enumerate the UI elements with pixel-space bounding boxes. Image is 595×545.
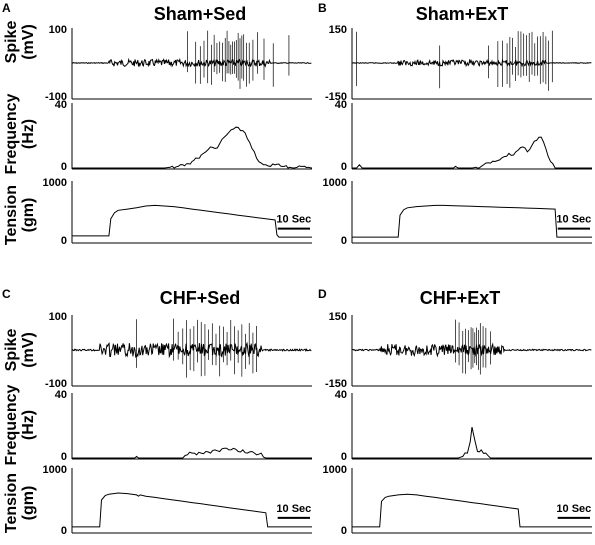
- scale-bar-label-d: 10 Sec: [556, 503, 591, 515]
- frequency-tick-label-bottom-d: 0: [341, 451, 347, 463]
- panel-title-b: Sham+ExT: [416, 4, 509, 24]
- tension-trace-b: [352, 204, 592, 238]
- scale-bar-label-b: 10 Sec: [556, 214, 591, 226]
- frequency-tick-label-top-d: 40: [335, 389, 347, 401]
- tension-axis-label-line1-c: Tension: [3, 473, 20, 533]
- spike-axis-label-line1-c: Spike: [3, 329, 20, 372]
- scale-bar-label-c: 10 Sec: [276, 503, 311, 515]
- panel-title-c: CHF+Sed: [160, 288, 241, 308]
- panel-label-a: A: [2, 1, 11, 15]
- panel-a: A Sham+Sed Spike (mV) Frequency (Hz) Ten…: [2, 1, 313, 247]
- frequency-tick-label-top-b: 40: [335, 99, 347, 111]
- frequency-axis-label-line2-c: (Hz): [20, 410, 37, 440]
- tension-trace-a: [72, 204, 312, 238]
- spike-trace-b: [351, 58, 592, 68]
- spike-trace-a: [71, 57, 312, 68]
- tension-axis-label-line1-a: Tension: [3, 185, 20, 245]
- tension-tick-label-bottom-b: 0: [341, 235, 347, 247]
- tension-tick-label-top-c: 1000: [43, 464, 67, 476]
- frequency-tick-label-bottom-c: 0: [61, 451, 67, 463]
- panel-c: C CHF+Sed Spike (mV) Frequency (Hz) Tens…: [2, 287, 312, 537]
- tension-tick-label-bottom-a: 0: [61, 235, 67, 247]
- frequency-trace-c: [72, 447, 312, 459]
- spike-tick-label-top-c: 100: [49, 311, 67, 323]
- frequency-tick-label-top-a: 40: [55, 99, 67, 111]
- spike-tick-label-bottom-b: -150: [325, 91, 347, 103]
- scale-bar-label-a: 10 Sec: [276, 214, 311, 226]
- tension-tick-label-top-b: 1000: [323, 177, 347, 189]
- frequency-trace-d: [352, 426, 592, 459]
- tension-axis-label-line2-a: (gm): [20, 198, 37, 233]
- frequency-axis-label-line1-a: Frequency: [3, 93, 20, 174]
- panel-label-b: B: [318, 1, 327, 15]
- spike-tick-label-top-b: 150: [329, 24, 347, 36]
- frequency-axis-label-line1-c: Frequency: [3, 384, 20, 465]
- tension-tick-label-bottom-d: 0: [341, 525, 347, 537]
- tension-tick-label-top-d: 1000: [323, 464, 347, 476]
- spike-axis-label-line2-c: (mV): [20, 332, 37, 368]
- frequency-tick-label-bottom-a: 0: [61, 161, 67, 173]
- spike-tick-label-top-d: 150: [329, 311, 347, 323]
- frequency-axis-label-line2-a: (Hz): [20, 119, 37, 149]
- panel-title-d: CHF+ExT: [420, 288, 501, 308]
- tension-tick-label-top-a: 1000: [43, 177, 67, 189]
- spike-trace-d: [351, 342, 592, 358]
- frequency-tick-label-bottom-b: 0: [341, 161, 347, 173]
- frequency-trace-a: [72, 126, 313, 169]
- panel-label-c: C: [2, 287, 11, 301]
- panel-title-a: Sham+Sed: [154, 4, 247, 24]
- tension-trace-c: [72, 492, 312, 528]
- spike-tick-label-bottom-c: -100: [45, 378, 67, 390]
- spike-tick-label-top-a: 100: [49, 24, 67, 36]
- spike-axis-label-line2-a: (mV): [20, 24, 37, 60]
- spike-axis-label-line1-a: Spike: [3, 21, 20, 64]
- tension-axis-label-line2-c: (gm): [20, 486, 37, 521]
- tension-tick-label-bottom-c: 0: [61, 525, 67, 537]
- spike-trace-c: [71, 341, 312, 359]
- tension-trace-d: [352, 493, 592, 528]
- spike-tick-label-bottom-d: -150: [325, 378, 347, 390]
- frequency-tick-label-top-c: 40: [55, 389, 67, 401]
- panel-label-d: D: [318, 287, 327, 301]
- spike-tick-label-bottom-a: -100: [45, 91, 67, 103]
- frequency-trace-b: [352, 136, 592, 169]
